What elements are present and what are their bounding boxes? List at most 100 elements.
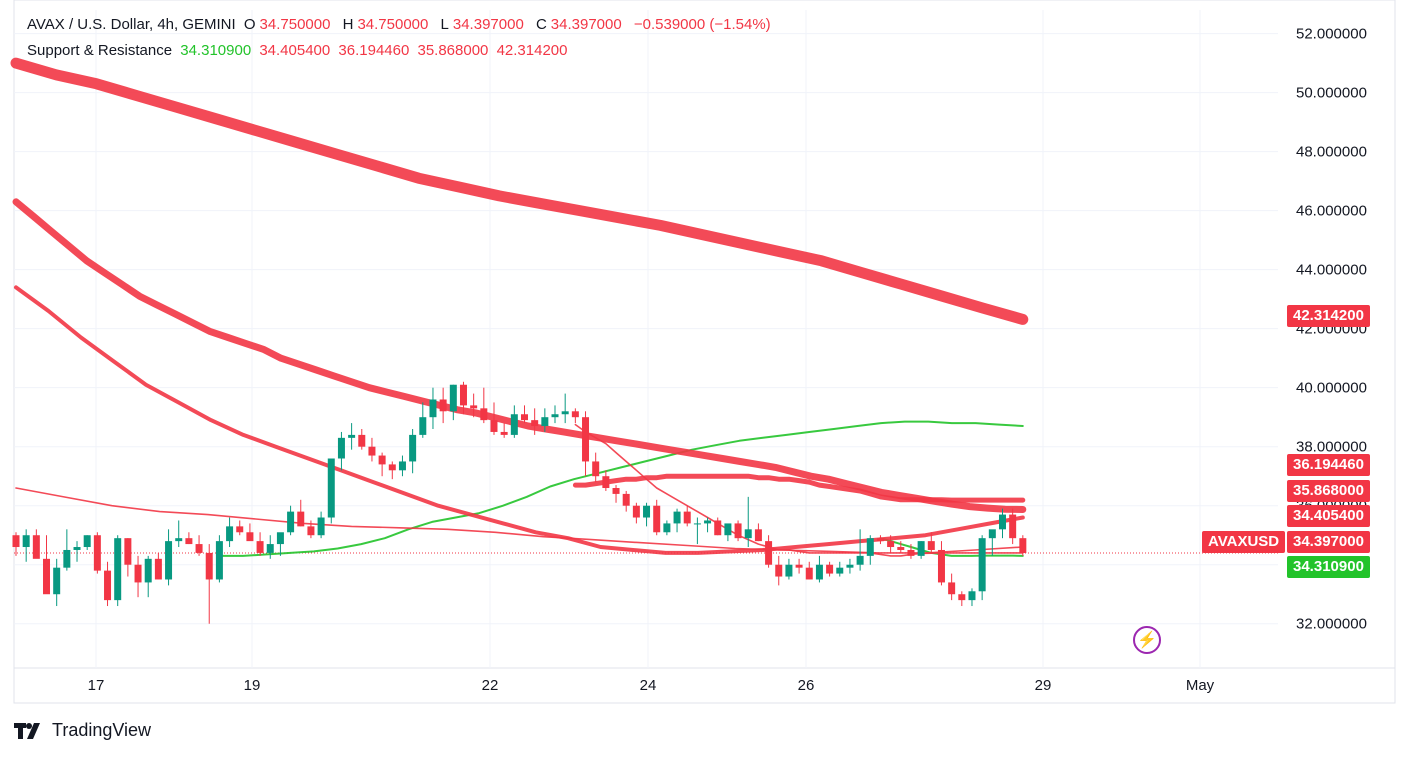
candle — [439, 387, 447, 424]
candle — [561, 393, 569, 424]
candle-body — [785, 564, 793, 577]
price-label-last: 34.397000 — [1287, 531, 1370, 553]
candle-body — [958, 594, 966, 601]
candle-body — [63, 549, 71, 568]
candle-body — [632, 505, 640, 518]
candle-body — [907, 549, 915, 556]
candle-body — [795, 564, 803, 568]
candle-body — [531, 420, 539, 427]
candle-body — [327, 458, 335, 518]
candle-body — [246, 532, 254, 542]
candle — [948, 573, 956, 601]
candle — [500, 423, 508, 438]
candle-body — [510, 414, 518, 435]
indicator-name: Support & Resistance — [27, 42, 173, 59]
candle-body — [571, 411, 579, 418]
candle-body — [856, 555, 864, 565]
candle — [988, 529, 996, 556]
candle — [612, 485, 620, 503]
candle — [175, 520, 183, 548]
candle — [307, 520, 315, 539]
candle-body — [988, 529, 996, 539]
candle — [490, 402, 498, 435]
candle — [12, 532, 20, 556]
lightning-icon[interactable]: ⚡ — [1133, 626, 1161, 654]
candle-body — [937, 549, 945, 583]
x-tick-label: 24 — [640, 677, 657, 694]
candle-body — [439, 399, 447, 412]
grid — [13, 0, 1396, 704]
candle-body — [927, 541, 935, 550]
candle-body — [134, 564, 142, 583]
indicator-lines — [10, 57, 1029, 557]
candle — [632, 502, 640, 524]
indicator-legend[interactable]: Support & Resistance 34.310900 34.405400… — [27, 42, 571, 59]
candle — [185, 532, 193, 545]
price-label-34-31: 34.310900 — [1287, 556, 1370, 578]
candle — [378, 452, 386, 477]
candle — [765, 535, 773, 568]
candle — [714, 517, 722, 536]
price-label-35: 35.868000 — [1287, 480, 1370, 502]
indicator-line — [12, 198, 1027, 513]
candle — [195, 535, 203, 556]
candle-body — [480, 408, 488, 421]
candle-body — [704, 520, 712, 524]
candle-body — [93, 535, 101, 571]
candle-body — [887, 541, 895, 548]
candle — [154, 552, 162, 580]
candle-body — [643, 505, 651, 518]
candle — [582, 411, 590, 477]
indicator-line — [879, 537, 1024, 557]
candle — [551, 405, 559, 424]
candle — [134, 555, 142, 598]
candle-body — [805, 567, 813, 580]
candle-body — [734, 523, 742, 539]
brand-name: TradingView — [52, 720, 152, 740]
change-value: −0.539000 (−1.54%) — [633, 16, 771, 33]
x-tick-label: 22 — [482, 677, 499, 694]
close-value: 34.397000 — [550, 16, 622, 33]
candle — [927, 532, 935, 553]
candle — [459, 381, 467, 415]
candle — [958, 591, 966, 607]
candle-body — [205, 552, 213, 580]
candle-body — [622, 493, 630, 506]
candle — [510, 405, 518, 438]
candle-body — [836, 567, 844, 574]
candle — [205, 544, 213, 624]
candle-body — [165, 541, 173, 580]
candle-body — [53, 567, 61, 595]
candle-body — [826, 564, 834, 574]
candle-body — [541, 417, 549, 427]
tradingview-branding[interactable]: TradingView — [14, 720, 151, 741]
price-label-42: 42.314200 — [1287, 305, 1370, 327]
candle-body — [83, 535, 91, 548]
candle — [775, 555, 783, 586]
candle — [968, 588, 976, 607]
y-tick-label: 46.000000 — [1296, 203, 1367, 220]
candle — [663, 520, 671, 536]
candle — [144, 555, 152, 598]
candle — [480, 387, 488, 424]
candle-body — [490, 420, 498, 432]
candle — [643, 502, 651, 527]
candle — [53, 558, 61, 607]
candle-body — [673, 511, 681, 524]
candle-body — [114, 538, 122, 601]
candle — [531, 408, 539, 435]
candle — [876, 535, 884, 545]
candle-body — [866, 538, 874, 556]
candle-body — [144, 558, 152, 583]
candle-body — [348, 434, 356, 438]
candle-body — [978, 538, 986, 592]
candle — [998, 508, 1006, 539]
candle — [124, 538, 132, 577]
candle-body — [297, 511, 305, 527]
candle-body — [744, 529, 752, 539]
candle — [215, 535, 223, 583]
candle-body — [449, 384, 457, 412]
candle — [571, 408, 579, 424]
candle-body — [459, 384, 467, 406]
